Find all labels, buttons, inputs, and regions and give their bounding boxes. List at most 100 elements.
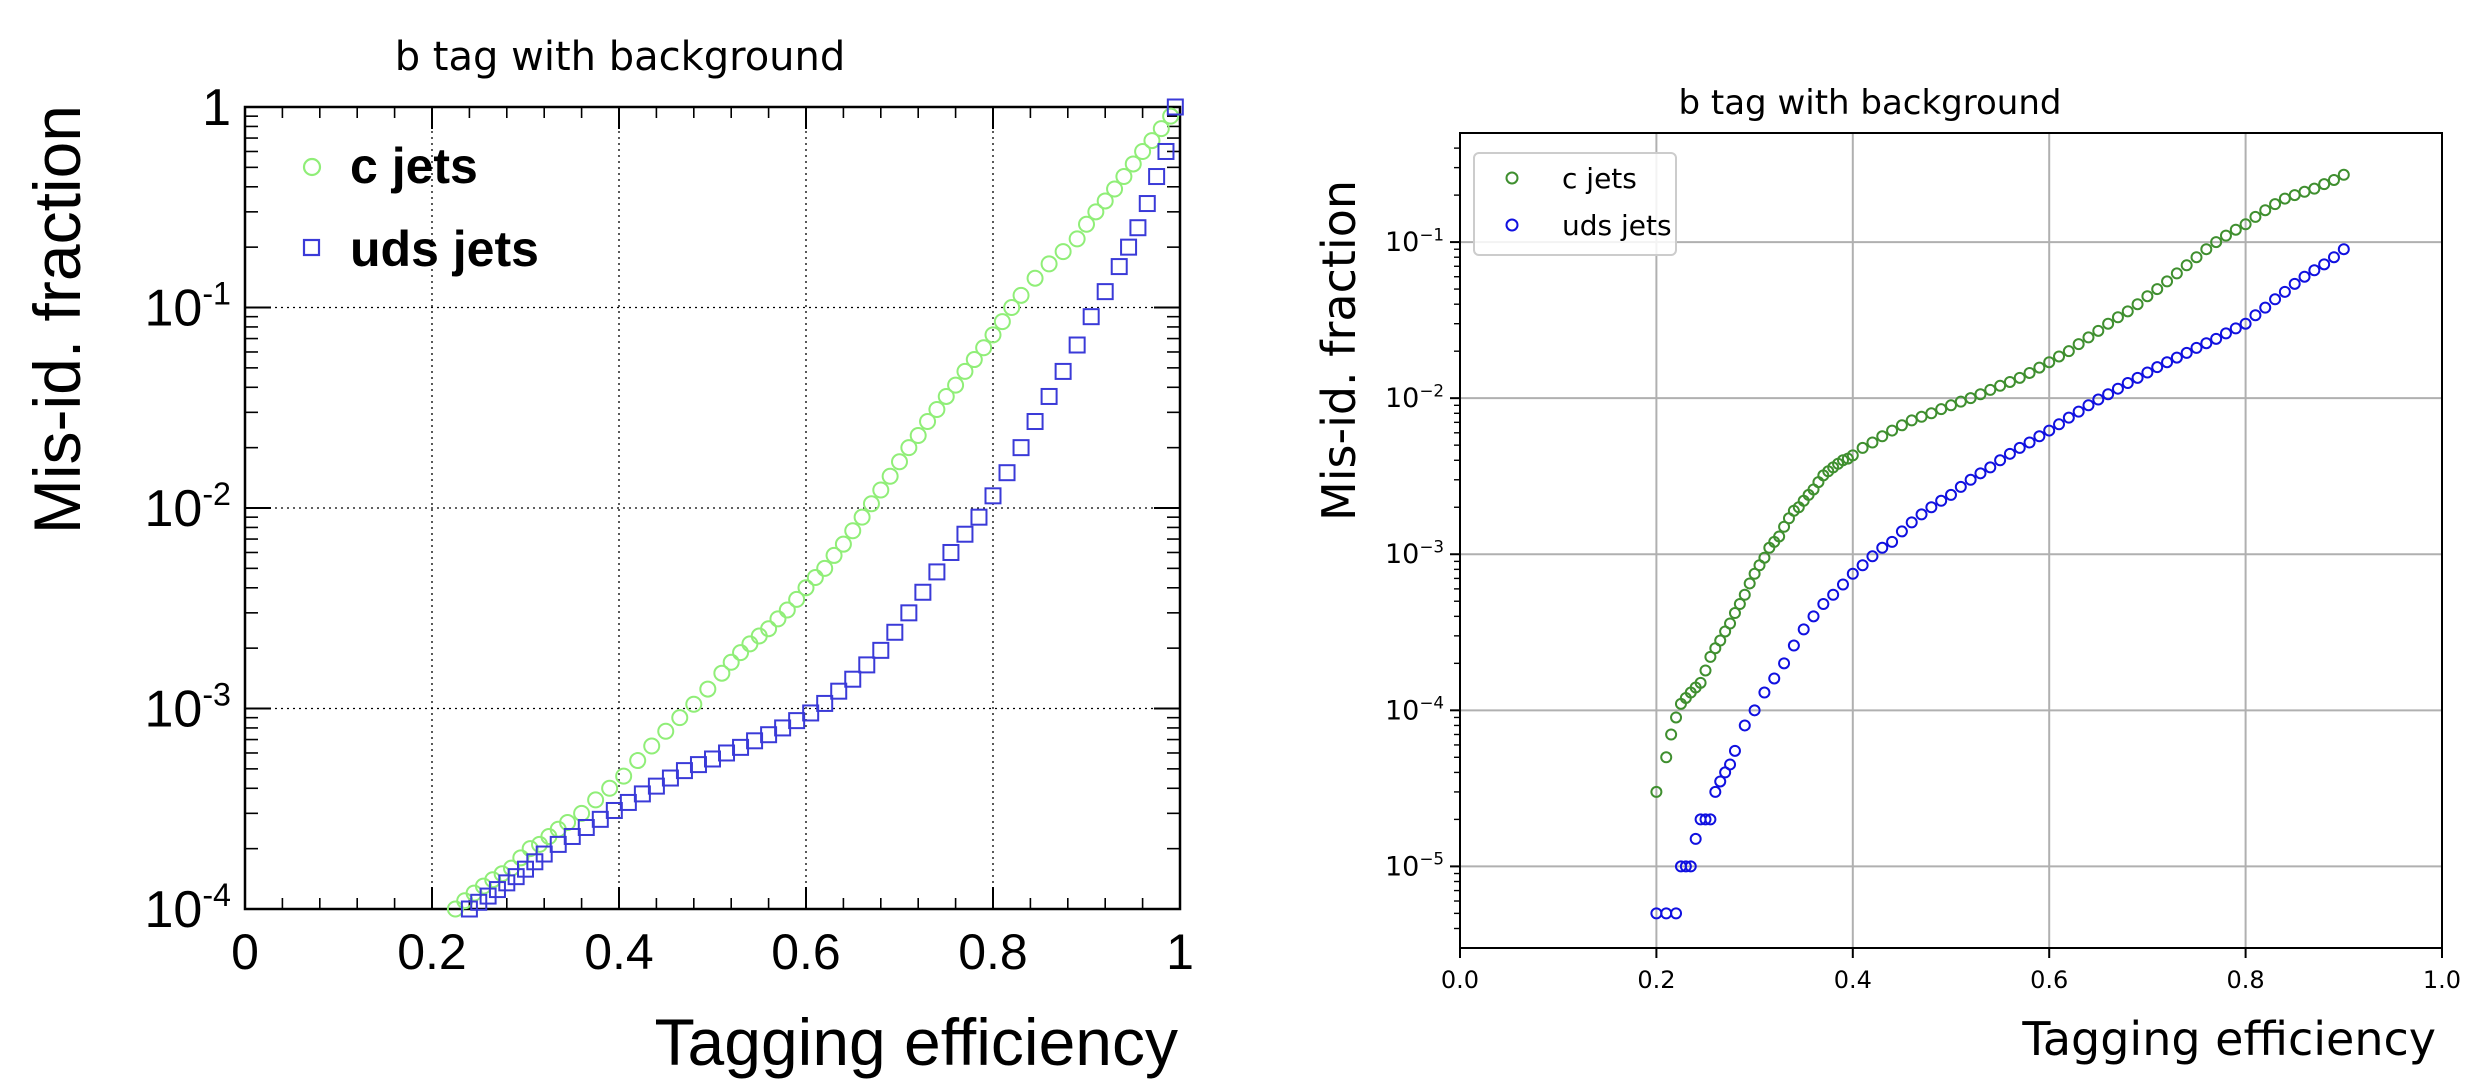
data-point-uds-jets bbox=[2249, 309, 2262, 322]
data-point-uds-jets bbox=[1054, 362, 1072, 380]
data-point-uds-jets bbox=[2239, 317, 2252, 330]
data-point-uds-jets bbox=[1026, 413, 1044, 431]
data-point-c-jets bbox=[1876, 430, 1889, 443]
data-point-uds-jets bbox=[1738, 719, 1751, 732]
data-point-uds-jets bbox=[1129, 219, 1147, 237]
data-point-uds-jets bbox=[1728, 744, 1741, 757]
chart-right-plot-frame bbox=[1459, 132, 2443, 949]
data-point-c-jets bbox=[853, 508, 871, 526]
data-point-c-jets bbox=[2180, 259, 2193, 272]
data-point-c-jets bbox=[1665, 728, 1678, 741]
data-point-uds-jets bbox=[2337, 243, 2350, 256]
data-point-uds-jets bbox=[1699, 813, 1712, 826]
data-point-c-jets bbox=[2239, 218, 2252, 231]
data-point-c-jets bbox=[1096, 192, 1114, 210]
data-point-c-jets bbox=[2308, 182, 2321, 195]
x-tick-label: 0.0 bbox=[1441, 966, 1479, 994]
data-point-c-jets bbox=[2053, 350, 2066, 363]
data-point-c-jets bbox=[1026, 269, 1044, 287]
data-point-c-jets bbox=[713, 664, 731, 682]
data-point-c-jets bbox=[1714, 634, 1727, 647]
data-point-c-jets bbox=[685, 695, 703, 713]
data-point-uds-jets bbox=[1040, 387, 1058, 405]
data-point-c-jets bbox=[2023, 366, 2036, 379]
legend-label-uds-jets: uds jets bbox=[1562, 209, 1672, 242]
x-tick-label: 0.2 bbox=[397, 924, 467, 980]
x-tick-label: 0.8 bbox=[958, 924, 1028, 980]
data-point-c-jets bbox=[2141, 290, 2154, 303]
chart-right-x-axis-label: Tagging efficiency bbox=[2021, 1012, 2436, 1066]
data-point-c-jets bbox=[1945, 399, 1957, 412]
data-point-c-jets bbox=[1778, 520, 1791, 533]
data-point-uds-jets bbox=[970, 508, 988, 526]
data-point-uds-jets bbox=[1748, 704, 1761, 717]
y-tick-label: 10−5 bbox=[1385, 849, 1444, 883]
y-tick-label: 10−2 bbox=[1385, 380, 1444, 414]
data-point-uds-jets bbox=[661, 769, 679, 787]
data-point-c-jets bbox=[615, 767, 633, 785]
data-point-uds-jets bbox=[1846, 567, 1859, 580]
data-point-uds-jets bbox=[1768, 672, 1781, 685]
chart-right-ticks bbox=[1450, 147, 2443, 958]
data-point-uds-jets bbox=[1954, 480, 1967, 493]
chart-left: b tag with background 0 0.2 0.4 0.6 0.8 1 10-… bbox=[20, 34, 1194, 1079]
data-point-c-jets bbox=[1054, 243, 1072, 261]
data-point-c-jets bbox=[732, 644, 750, 662]
data-point-uds-jets bbox=[1157, 142, 1175, 160]
data-point-uds-jets bbox=[2033, 430, 2046, 443]
data-point-c-jets bbox=[671, 709, 689, 727]
data-point-uds-jets bbox=[858, 656, 876, 674]
data-point-c-jets bbox=[937, 387, 955, 405]
data-point-uds-jets bbox=[1915, 508, 1928, 521]
data-point-uds-jets bbox=[2190, 341, 2203, 354]
legend-marker-c-jets bbox=[1505, 171, 1519, 185]
data-point-uds-jets bbox=[647, 777, 665, 795]
y-tick-label: 10-2 bbox=[144, 476, 231, 538]
data-point-uds-jets bbox=[563, 827, 581, 845]
chart-right-legend: c jets uds jets bbox=[1473, 152, 1677, 256]
data-point-uds-jets bbox=[2082, 399, 2095, 412]
data-point-c-jets bbox=[1699, 664, 1712, 677]
data-point-uds-jets bbox=[535, 845, 553, 863]
data-point-c-jets bbox=[760, 620, 778, 638]
data-point-c-jets bbox=[1650, 785, 1663, 798]
data-point-uds-jets bbox=[704, 750, 721, 768]
x-tick-label: 0.4 bbox=[584, 924, 654, 980]
data-point-c-jets bbox=[788, 590, 806, 608]
data-point-c-jets bbox=[947, 376, 965, 394]
data-point-uds-jets bbox=[1925, 501, 1938, 514]
data-point-uds-jets bbox=[2003, 447, 2016, 460]
data-point-uds-jets bbox=[470, 893, 488, 911]
data-point-c-jets bbox=[2013, 371, 2026, 384]
data-point-c-jets bbox=[2288, 189, 2301, 202]
legend-marker-uds-jets bbox=[302, 238, 321, 257]
data-point-uds-jets bbox=[1684, 860, 1697, 873]
data-point-uds-jets bbox=[1166, 98, 1184, 116]
data-point-uds-jets bbox=[2072, 405, 2085, 418]
data-point-uds-jets bbox=[2219, 327, 2232, 340]
x-tick-label: 0.2 bbox=[1637, 966, 1675, 994]
data-point-c-jets bbox=[1728, 607, 1741, 620]
data-point-uds-jets bbox=[2200, 337, 2213, 350]
data-point-c-jets bbox=[872, 481, 890, 499]
data-point-uds-jets bbox=[2288, 277, 2301, 290]
data-point-uds-jets bbox=[619, 793, 637, 811]
data-point-uds-jets bbox=[732, 738, 750, 756]
data-point-uds-jets bbox=[1148, 168, 1166, 186]
data-point-uds-jets bbox=[844, 670, 862, 688]
data-point-c-jets bbox=[601, 779, 619, 797]
data-point-c-jets bbox=[1012, 286, 1030, 304]
data-point-c-jets bbox=[1984, 383, 1997, 396]
chart-left-grid bbox=[245, 107, 1180, 909]
data-point-c-jets bbox=[2269, 198, 2282, 211]
data-point-uds-jets bbox=[1817, 597, 1830, 610]
data-point-c-jets bbox=[797, 579, 815, 597]
data-point-c-jets bbox=[806, 569, 824, 587]
y-tick-label: 10-4 bbox=[144, 877, 231, 939]
data-point-c-jets bbox=[1724, 617, 1737, 630]
data-point-uds-jets bbox=[1679, 860, 1692, 873]
data-point-uds-jets bbox=[1827, 588, 1840, 601]
data-point-uds-jets bbox=[830, 682, 848, 700]
data-point-c-jets bbox=[657, 722, 675, 740]
data-point-uds-jets bbox=[774, 719, 792, 737]
